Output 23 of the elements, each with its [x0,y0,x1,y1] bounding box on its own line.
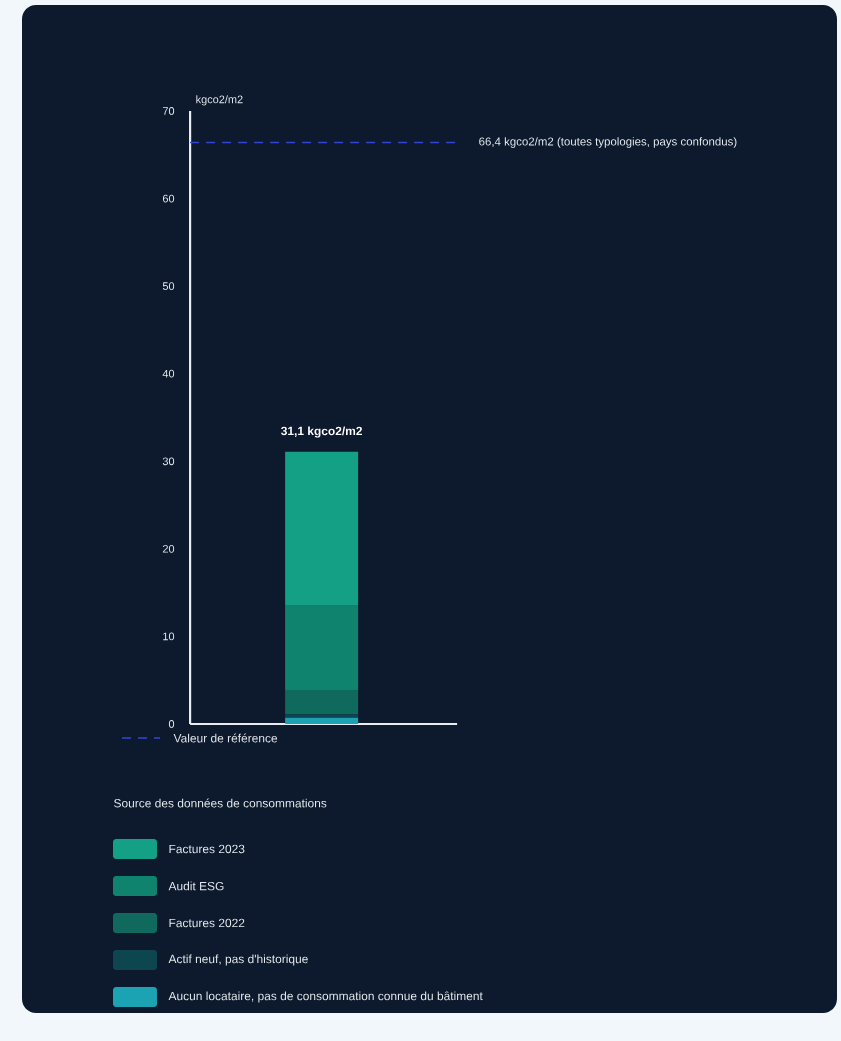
y-tick-label: 20 [162,544,175,553]
legend-label: Factures 2022 [169,918,245,928]
y-tick-label: 0 [168,720,175,728]
y-tick-label: 10 [163,632,175,641]
legend-label: Factures 2023 [169,844,245,854]
text: Valeur de référence [173,733,278,743]
legend-label: Aucun locataire, pas de consommation connue du bâtiment [168,991,483,1003]
y-tick-label: 40 [162,369,175,378]
y-tick-label: 50 [162,282,175,290]
y-tick-label: 60 [162,194,175,203]
legend-title: Source des données de consommations [114,798,327,808]
ref-line-label: 66,4 kgco2/m2 (toutes typologies, pays confondus) [479,137,737,148]
legend-label: Audit ESG [168,881,224,891]
bar [285,714,359,718]
total-label: 31,1 kgco2/m2 [281,426,362,438]
y-tick-label: 30 [162,457,175,466]
bar [285,451,359,606]
bar [285,690,359,715]
y-tick-label: 70 [162,107,175,115]
bar [285,717,359,724]
legend-label: Actif neuf, pas d'historique [168,954,308,966]
bar [285,605,359,691]
y-axis-title: kgco2/m2 [196,95,243,106]
